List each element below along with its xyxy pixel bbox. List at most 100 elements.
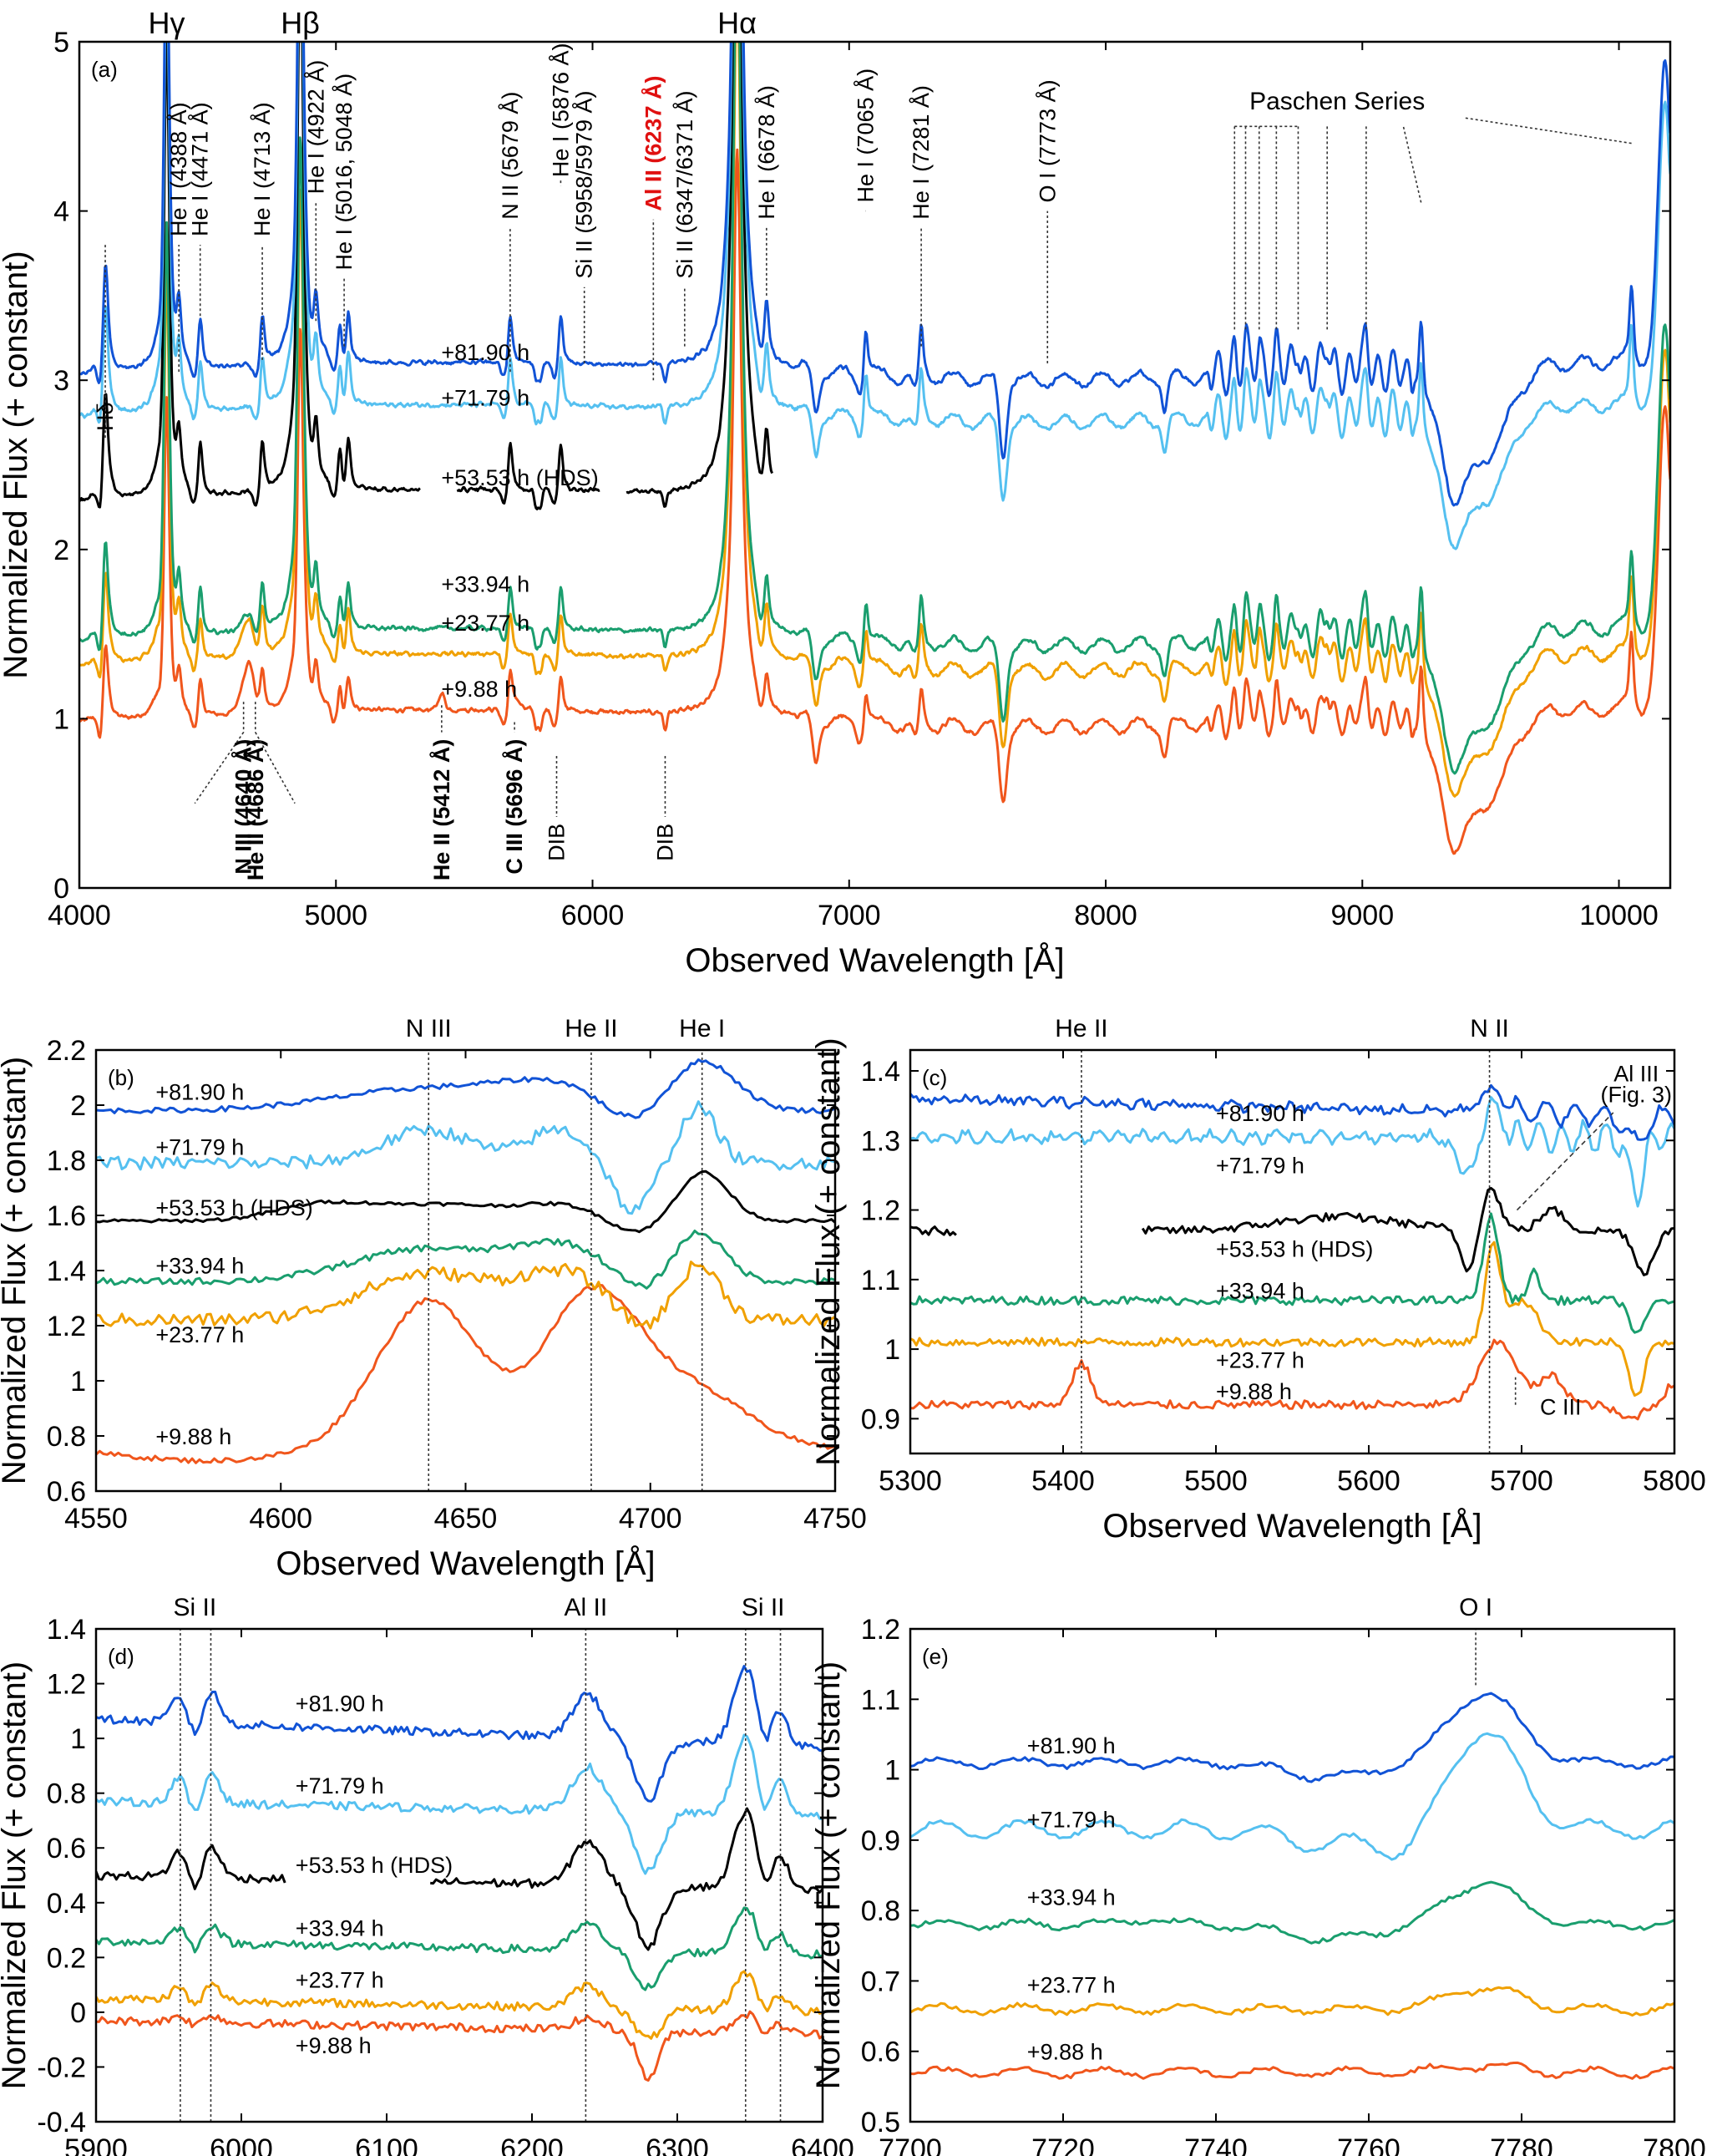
- series-line: [96, 1230, 835, 1290]
- panel-label: (d): [108, 1644, 134, 1669]
- series-line: [79, 42, 1670, 775]
- y-tick-label: 1.8: [47, 1145, 86, 1177]
- y-tick-label: 1.4: [47, 1614, 86, 1646]
- y-tick-label: 2.2: [47, 1035, 86, 1067]
- ion-label: N III: [406, 1015, 452, 1042]
- series-label: +53.53 h (HDS): [296, 1853, 453, 1878]
- series-label: +9.88 h: [441, 677, 517, 702]
- y-tick-label: 0.8: [47, 1778, 86, 1810]
- line-label: He II (5412 Å): [428, 739, 454, 881]
- x-tick-label: 4700: [619, 1503, 682, 1535]
- series-line: [910, 1240, 1674, 1397]
- x-tick-label: 5000: [304, 900, 367, 931]
- annotation: Al III: [1613, 1061, 1659, 1086]
- panel-e: 7700 7720 7740 7760 7780 7800 0.5 0.6 0.7 0.8 0.9 1…: [810, 1594, 1706, 2156]
- series-line: [96, 1261, 835, 1330]
- x-tick-label: 7000: [818, 900, 881, 931]
- series-line: [79, 42, 1670, 550]
- series-label: +71.79 h: [1027, 1808, 1116, 1833]
- y-tick-label: 1.4: [47, 1256, 86, 1287]
- series-label: +33.94 h: [155, 1253, 244, 1278]
- series-line: [96, 2010, 823, 2082]
- y-tick-label: 1.2: [861, 1614, 900, 1646]
- line-label: He I (4713 Å): [249, 102, 275, 236]
- y-tick-label: 0.9: [861, 1403, 900, 1435]
- ion-label: He II: [565, 1015, 617, 1042]
- series-line: [79, 42, 1670, 798]
- series-label: +53.53 h (HDS): [155, 1195, 312, 1220]
- x-tick-label: 5700: [1490, 1465, 1553, 1497]
- series-label: +81.90 h: [1027, 1733, 1116, 1758]
- paschen-label: Paschen Series: [1249, 88, 1425, 115]
- series-label: +33.94 h: [1027, 1885, 1116, 1910]
- x-tick-label: 6300: [646, 2133, 709, 2156]
- y-tick-label: 1.1: [861, 1684, 900, 1716]
- series-label: +23.77 h: [441, 611, 529, 636]
- line-label: C III (5696 Å): [501, 739, 527, 875]
- y-tick-label: 1.3: [861, 1125, 900, 1157]
- axes-frame: [909, 1627, 1676, 2123]
- line-label: He I (5876 Å): [547, 43, 573, 178]
- series-label: +71.79 h: [1216, 1153, 1304, 1178]
- x-tick-label: 7760: [1337, 2133, 1400, 2156]
- panel-label: (c): [922, 1065, 947, 1090]
- y-tick-label: 0.6: [47, 1476, 86, 1508]
- ion-label: Si II: [742, 1594, 785, 1621]
- line-label: He I (7065 Å): [853, 68, 879, 203]
- x-tick-label: 5900: [64, 2133, 128, 2156]
- x-tick-label: 4650: [434, 1503, 498, 1535]
- annotation: (Fig. 3): [1600, 1082, 1672, 1107]
- axes-frame: [78, 40, 1672, 890]
- ion-label: Si II: [173, 1594, 216, 1621]
- pointer-line: [194, 732, 245, 804]
- series-label: +71.79 h: [441, 386, 529, 411]
- axes-frame: [909, 1048, 1676, 1455]
- series-line: [910, 1732, 1674, 1861]
- x-tick-label: 5500: [1184, 1465, 1248, 1497]
- x-axis-label: Observed Wavelength [Å]: [276, 1545, 655, 1582]
- x-tick-label: 6400: [791, 2133, 854, 2156]
- series-line: [79, 42, 773, 510]
- y-tick-label: 2: [53, 535, 69, 566]
- x-tick-label: 7800: [1643, 2133, 1706, 2156]
- panel-d: 5900 6000 6100 6200 6300 6400 -0.4 -0.2 0 0.2 0.4 0…: [0, 1594, 854, 2156]
- y-tick-label: 0.4: [47, 1888, 86, 1920]
- line-label: O I (7773 Å): [1034, 79, 1060, 202]
- ion-label: O I: [1459, 1594, 1492, 1621]
- ion-label: N II: [1470, 1015, 1509, 1042]
- y-tick-label: 4: [53, 196, 69, 228]
- series-label: +23.77 h: [1216, 1348, 1304, 1373]
- y-axis-label: Normalized Flux (+ constant): [0, 1661, 33, 2089]
- y-tick-label: 0.9: [861, 1825, 900, 1857]
- series-line: [910, 1986, 1674, 2017]
- y-tick-label: 1.2: [47, 1669, 86, 1701]
- series-label: +9.88 h: [296, 2033, 372, 2058]
- plot-area-a: [79, 42, 1670, 855]
- x-tick-label: 10000: [1579, 900, 1659, 931]
- line-label: Al II (6237 Å): [640, 76, 666, 211]
- y-tick-label: 0.5: [861, 2107, 900, 2138]
- x-tick-label: 8000: [1074, 900, 1137, 931]
- ion-label: He I: [679, 1015, 725, 1042]
- pointer-line: [255, 732, 296, 804]
- series-label: +9.88 h: [1216, 1379, 1292, 1404]
- y-tick-label: 1.2: [861, 1195, 900, 1227]
- line-label: He I (4471 Å): [187, 102, 213, 236]
- panel-label: (b): [108, 1065, 134, 1090]
- paschen-marker: [1465, 117, 1632, 145]
- panel-b: 4550 4600 4650 4700 4750 0.6 0.8 1 1.2 1.4 1.6 1.8 2…: [0, 1015, 867, 1582]
- line-label: He I (4922 Å): [302, 60, 328, 195]
- series-line: [96, 1169, 835, 1234]
- line-label: He I (6678 Å): [753, 85, 779, 220]
- series-line: [910, 1880, 1674, 1945]
- series-line: [910, 1212, 1674, 1334]
- series-line: [96, 1733, 823, 1875]
- x-tick-label: 6100: [355, 2133, 418, 2156]
- y-tick-label: -0.4: [37, 2107, 86, 2138]
- pointer-line: [1516, 1112, 1614, 1211]
- series-line: [96, 1100, 835, 1215]
- y-tick-label: 1: [884, 1755, 900, 1787]
- x-tick-label: 4600: [249, 1503, 312, 1535]
- series-line: [910, 1096, 1674, 1208]
